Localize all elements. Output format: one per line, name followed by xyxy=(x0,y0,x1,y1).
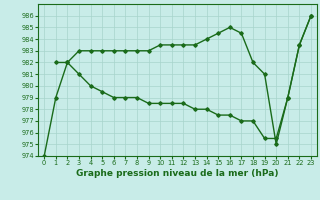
X-axis label: Graphe pression niveau de la mer (hPa): Graphe pression niveau de la mer (hPa) xyxy=(76,169,279,178)
